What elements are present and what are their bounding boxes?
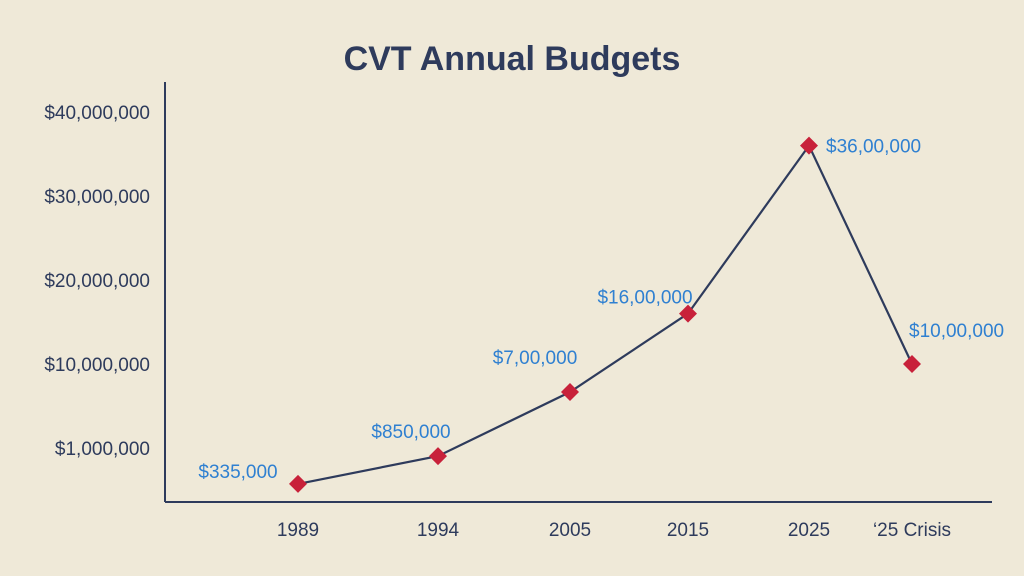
- data-point-marker: [679, 304, 697, 323]
- data-labels: $335,000 $850,000 $7,00,000 $16,00,000 $36,0…: [198, 137, 1004, 483]
- data-point-marker: [903, 355, 921, 373]
- data-label: $850,000: [371, 422, 450, 443]
- y-tick-labels: $1,000,000 $10,000,000 $20,000,000 $30,000,…: [44, 103, 150, 460]
- x-tick-label: 2025: [788, 520, 830, 541]
- data-label: $10,00,000: [909, 321, 1004, 342]
- data-point-marker: [561, 383, 579, 401]
- data-label: $7,00,000: [493, 348, 578, 369]
- y-tick-label: $30,000,000: [44, 187, 150, 208]
- data-label: $36,00,000: [826, 137, 921, 158]
- data-point-marker: [429, 447, 447, 466]
- series-line: [297, 143, 913, 485]
- data-label: $335,000: [198, 462, 277, 483]
- x-tick-label: 2015: [667, 520, 709, 541]
- data-point-marker: [289, 474, 307, 493]
- y-tick-label: $1,000,000: [55, 439, 150, 460]
- y-tick-label: $10,000,000: [44, 355, 150, 376]
- chart-title: CVT Annual Budgets: [344, 40, 681, 78]
- y-tick-label: $20,000,000: [44, 271, 150, 292]
- data-markers: [289, 136, 921, 493]
- x-tick-label: 1994: [417, 520, 460, 541]
- x-tick-labels: 1989 1994 2005 2015 2025 ‘25 Crisis: [277, 520, 951, 541]
- x-tick-label: 1989: [277, 520, 319, 541]
- data-label: $16,00,000: [597, 288, 692, 309]
- x-tick-label: ‘25 Crisis: [873, 520, 951, 541]
- data-point-marker: [800, 136, 818, 155]
- y-tick-label: $40,000,000: [44, 103, 150, 124]
- x-tick-label: 2005: [549, 520, 591, 541]
